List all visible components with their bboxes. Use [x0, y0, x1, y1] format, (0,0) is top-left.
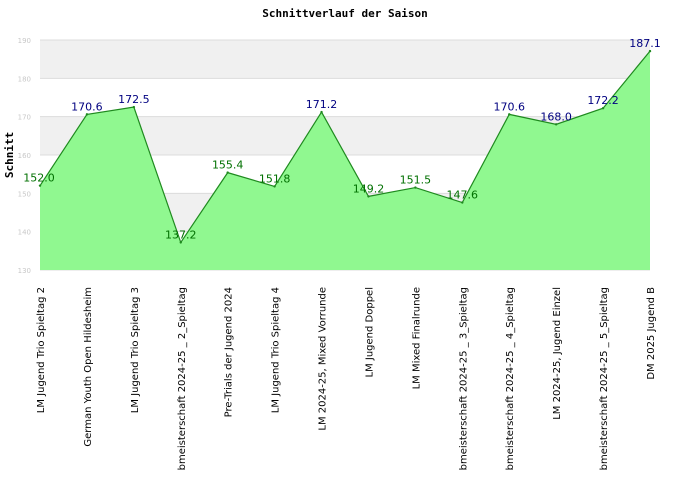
data-label: 171.2: [306, 98, 338, 111]
x-tick-label: bmeisterschaft 2024-25 _ 5_Spieltag: [599, 287, 610, 470]
data-label: 172.2: [587, 94, 619, 107]
x-tick-label: DM 2025 Jugend B: [646, 287, 657, 380]
data-label: 152.0: [23, 172, 55, 185]
data-point: [461, 201, 464, 204]
x-tick-label: LM Jugend Trio Spieltag 4: [271, 287, 282, 413]
data-label: 149.2: [353, 182, 385, 195]
data-point: [601, 107, 605, 110]
data-point: [648, 49, 652, 53]
data-point: [226, 171, 229, 174]
y-tick-label: 160: [18, 152, 31, 160]
data-point: [273, 185, 276, 188]
y-tick-label: 140: [18, 229, 31, 237]
data-point: [414, 186, 417, 189]
x-tick-label: LM Mixed Finalrunde: [411, 287, 422, 389]
data-point: [554, 123, 558, 126]
grid-band: [40, 40, 650, 79]
x-tick-label: bmeisterschaft 2024-25 _ 3_Spieltag: [458, 287, 469, 470]
data-point: [85, 113, 89, 116]
data-label: 172.5: [118, 93, 150, 106]
data-label: 155.4: [212, 159, 244, 172]
y-tick-label: 170: [18, 114, 31, 122]
x-tick-label: bmeisterschaft 2024-25 _ 2_Spieltag: [177, 287, 188, 470]
data-point: [367, 195, 370, 198]
y-tick-label: 130: [18, 267, 31, 275]
data-label: 187.1: [629, 37, 661, 50]
data-label: 137.2: [165, 228, 197, 241]
y-tick-label: 150: [18, 190, 31, 198]
data-point: [132, 105, 136, 109]
data-label: 151.5: [400, 174, 432, 187]
data-label: 147.6: [447, 189, 479, 202]
y-tick-label: 190: [18, 37, 31, 45]
series-line: [39, 50, 651, 244]
x-tick-label: bmeisterschaft 2024-25 _ 4_Spieltag: [505, 287, 516, 470]
data-label: 168.0: [540, 110, 572, 123]
data-point: [508, 113, 511, 116]
y-axis-label: Schnitt: [3, 132, 16, 178]
data-label: 170.6: [493, 100, 525, 113]
series-area: [40, 51, 650, 270]
x-tick-label: LM 2024-25, Mixed Vorrunde: [318, 287, 329, 431]
x-tick-label: LM Jugend Trio Spieltag 2: [36, 287, 47, 413]
data-label: 170.6: [71, 100, 103, 113]
data-point: [38, 184, 42, 187]
x-tick-label: German Youth Open Hildesheim: [83, 287, 94, 447]
data-label: 151.8: [259, 172, 291, 185]
x-tick-label: LM Jugend Doppel: [364, 287, 375, 377]
x-tick-label: LM Jugend Trio Spieltag 3: [130, 287, 141, 413]
y-tick-label: 180: [18, 75, 31, 83]
data-point: [320, 110, 323, 114]
plot-area: 130 140 150 160 170 180 190 152.0 170.6 172.5 137.…: [18, 37, 661, 470]
x-tick-label: Pre-Trials der Jugend 2024: [224, 287, 235, 417]
data-point: [179, 241, 182, 244]
chart-title: Schnittverlauf der Saison: [262, 7, 428, 20]
x-tick-label: LM 2024-25, Jugend Einzel: [552, 287, 563, 420]
